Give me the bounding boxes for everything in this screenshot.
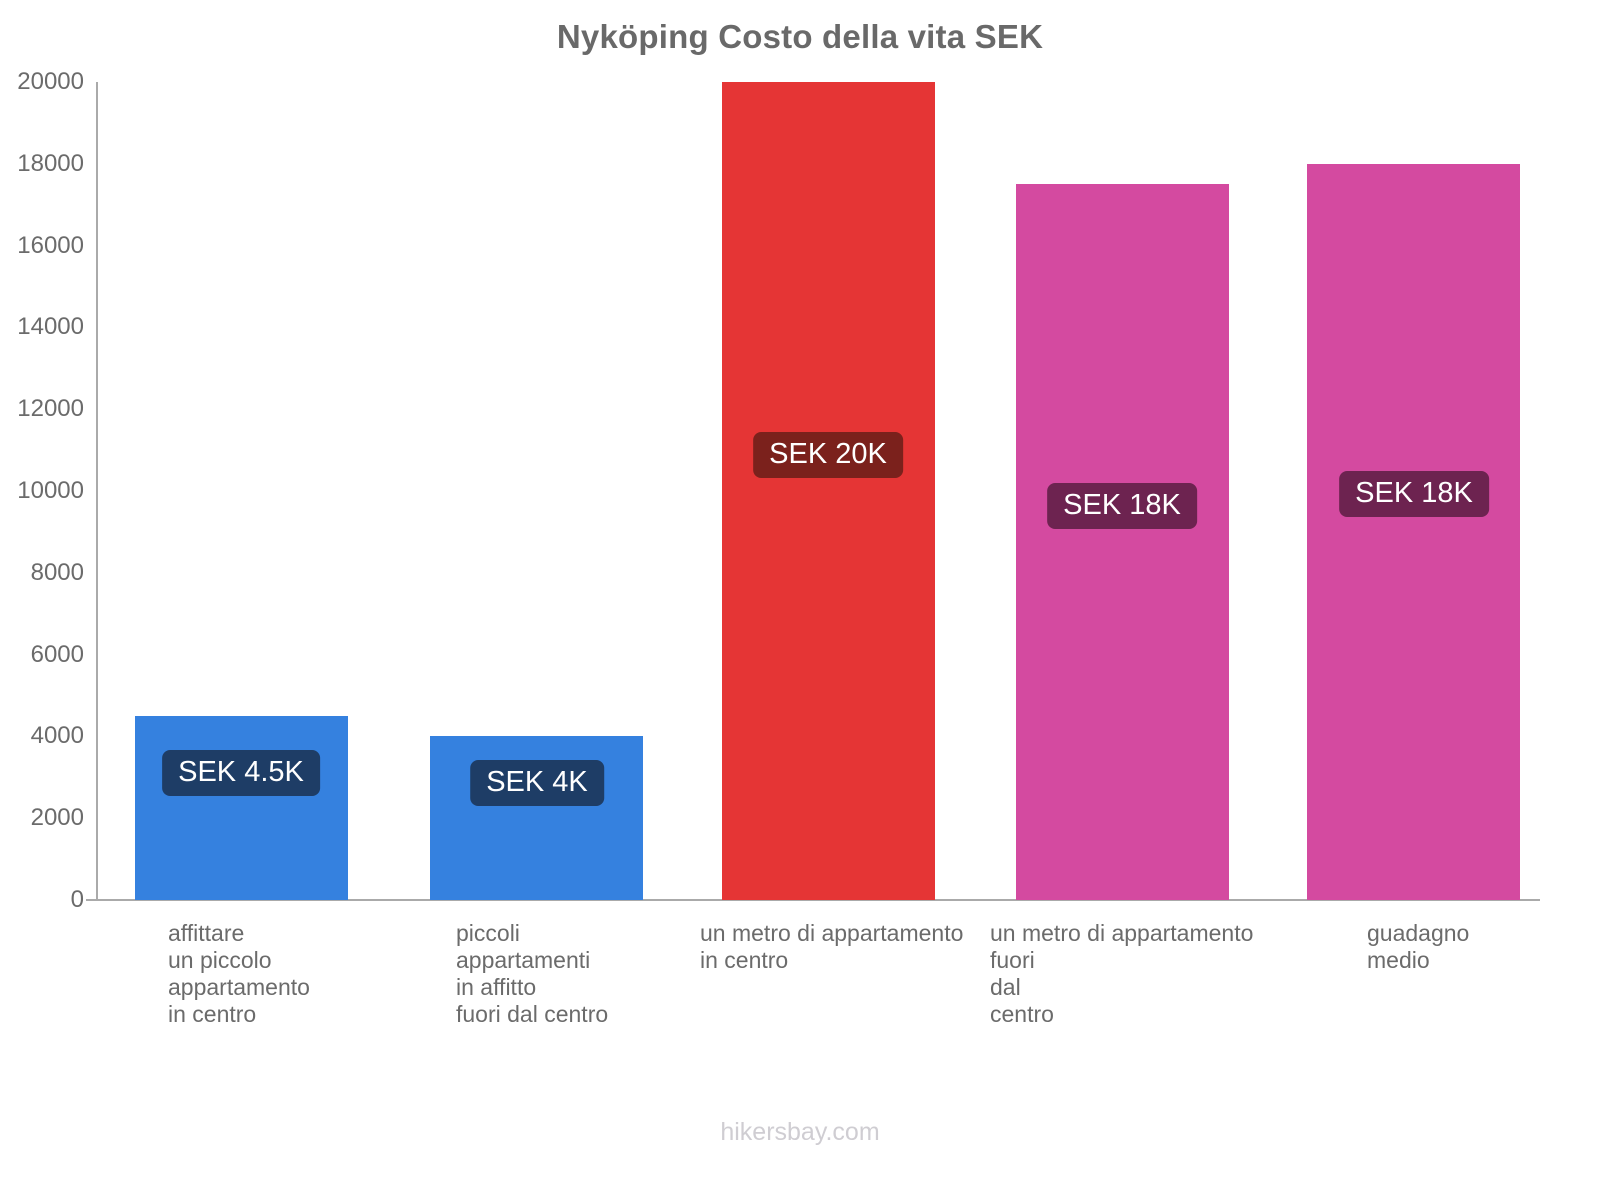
- bar-un-metro-di-appartamento-in-centro[interactable]: [722, 82, 935, 900]
- y-tick-label-6000: 6000: [30, 641, 84, 668]
- y-axis-line: [96, 82, 98, 900]
- page-title: Nyköping Costo della vita SEK: [556, 18, 1044, 55]
- x-category-line: in affitto: [456, 974, 537, 1000]
- bar-value-label-2: SEK 4K: [470, 760, 604, 807]
- x-axis-line: [86, 899, 1540, 901]
- bar-guadagno-medio[interactable]: [1307, 164, 1520, 900]
- bar-affittare-un-piccolo-appartamento-in-centro[interactable]: [135, 716, 348, 900]
- x-category-label-5: guadagno medio: [1367, 920, 1469, 974]
- x-category-line: un metro di appartamento: [990, 920, 1254, 946]
- x-category-line: un piccolo: [168, 947, 272, 973]
- x-category-label-1: affittare un piccolo appartamento in cen…: [168, 920, 310, 1028]
- x-category-label-2: piccoli appartamenti in affitto fuori da…: [456, 920, 608, 1028]
- x-category-line: fuori dal centro: [456, 1001, 609, 1027]
- y-tick-mark-0: [90, 899, 97, 900]
- y-tick-label-8000: 8000: [30, 559, 84, 586]
- footer-watermark: hikersbay.com: [720, 1118, 880, 1146]
- bar-un-metro-di-appartamento-fuori-dal-centro[interactable]: [1016, 184, 1229, 900]
- x-category-line: un metro di appartamento: [700, 920, 964, 946]
- x-category-line: affittare: [168, 920, 245, 946]
- x-category-line: fuori: [990, 947, 1035, 973]
- x-category-line: appartamenti: [456, 947, 591, 973]
- x-category-line: centro: [990, 1001, 1054, 1027]
- x-category-line: appartamento: [168, 974, 310, 1000]
- bar-value-label-3: SEK 20K: [753, 432, 903, 479]
- y-tick-label-14000: 14000: [17, 313, 84, 340]
- x-category-line: dal: [990, 974, 1021, 1000]
- y-tick-label-18000: 18000: [17, 150, 84, 177]
- x-category-line: in centro: [168, 1001, 257, 1027]
- bar-value-label-1: SEK 4.5K: [162, 750, 320, 797]
- y-tick-label-20000: 20000: [17, 68, 84, 95]
- y-tick-label-16000: 16000: [17, 232, 84, 259]
- bar-value-label-4: SEK 18K: [1047, 483, 1197, 530]
- y-tick-label-4000: 4000: [30, 722, 84, 749]
- x-category-label-3: un metro di appartamento in centro: [700, 920, 963, 974]
- x-category-line: in centro: [700, 947, 789, 973]
- y-tick-label-2000: 2000: [30, 804, 84, 831]
- x-category-line: piccoli: [456, 920, 520, 946]
- y-tick-label-0: 0: [70, 886, 84, 913]
- x-category-label-4: un metro di appartamento fuori dal centr…: [990, 920, 1253, 1028]
- y-tick-label-10000: 10000: [17, 477, 84, 504]
- x-category-line: guadagno: [1367, 920, 1470, 946]
- bar-value-label-5: SEK 18K: [1339, 471, 1489, 518]
- y-tick-label-12000: 12000: [17, 395, 84, 422]
- x-category-line: medio: [1367, 947, 1430, 973]
